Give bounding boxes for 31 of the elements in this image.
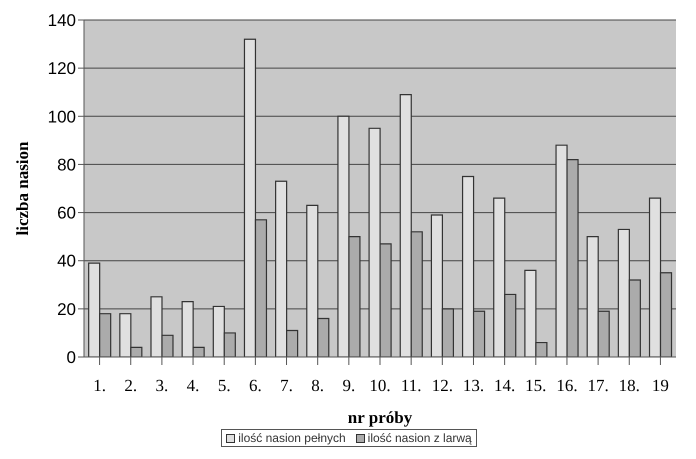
legend-label: ilość nasion pełnych xyxy=(237,431,346,445)
x-tick-label: 19 xyxy=(652,376,669,396)
y-tick-label: 0 xyxy=(66,348,76,368)
legend-label: ilość nasion z larwą xyxy=(366,431,472,445)
x-tick-label: 7. xyxy=(280,376,293,396)
y-tick-label: 20 xyxy=(57,300,76,319)
y-axis-title: liczba nasion xyxy=(13,140,32,236)
x-tick-label: 6. xyxy=(248,376,262,396)
x-tick-label: 3. xyxy=(156,376,168,396)
x-tick-label: 17. xyxy=(587,376,609,396)
x-tick-label: 5. xyxy=(218,376,231,396)
x-tick-label: 1. xyxy=(93,376,106,396)
y-tick-label: 120 xyxy=(48,59,76,78)
x-tick-label: 2. xyxy=(124,376,138,396)
x-tick-label: 18. xyxy=(618,376,640,396)
x-tick-label: 16. xyxy=(556,376,578,396)
y-tick-label: 140 xyxy=(48,11,76,30)
x-tick-label: 9. xyxy=(342,376,356,396)
y-tick-label: 60 xyxy=(57,204,76,223)
x-tick-label: 12. xyxy=(432,376,453,396)
x-tick-label: 14. xyxy=(494,376,516,396)
x-tick-label: 4. xyxy=(186,376,200,396)
x-tick-label: 10. xyxy=(369,376,391,396)
x-tick-label: 15. xyxy=(525,376,546,396)
y-tick-label: 40 xyxy=(57,252,76,271)
y-tick-label: 80 xyxy=(57,155,76,174)
y-tick-label: 100 xyxy=(48,107,76,126)
x-axis-title: nr próby xyxy=(348,408,413,427)
x-tick-label: 11. xyxy=(400,376,422,396)
x-tick-label: 13. xyxy=(462,376,484,396)
x-tick-label: 8. xyxy=(311,376,324,396)
